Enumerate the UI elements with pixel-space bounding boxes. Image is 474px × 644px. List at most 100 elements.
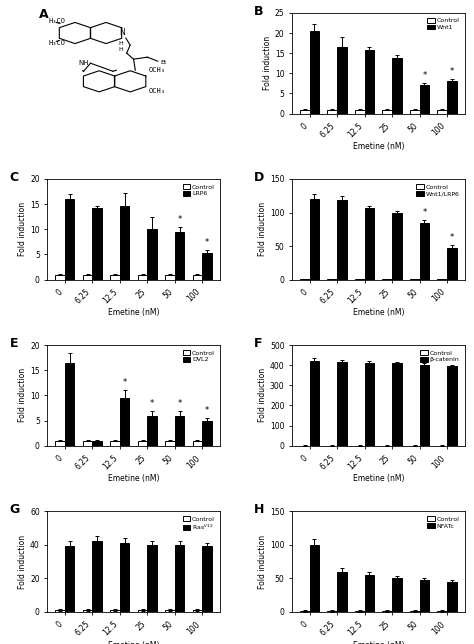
Bar: [120, 398, 129, 446]
Bar: [83, 274, 92, 279]
Legend: Control, LRP6: Control, LRP6: [181, 182, 217, 198]
Text: H₃CO: H₃CO: [48, 19, 65, 24]
Text: F: F: [254, 337, 263, 350]
Text: H: H: [118, 47, 123, 52]
Bar: [365, 575, 374, 612]
Text: OCH₃: OCH₃: [148, 88, 165, 95]
Bar: [310, 361, 319, 446]
Bar: [392, 213, 401, 279]
Text: OCH₃: OCH₃: [148, 67, 165, 73]
Y-axis label: Fold induction: Fold induction: [18, 368, 27, 422]
Bar: [410, 611, 419, 612]
Legend: Control, DVL2: Control, DVL2: [181, 348, 217, 365]
Bar: [328, 109, 337, 113]
Bar: [55, 440, 65, 446]
Text: *: *: [122, 378, 127, 387]
Bar: [438, 109, 447, 113]
Y-axis label: Fold induction: Fold induction: [263, 36, 272, 90]
Text: NH: NH: [78, 60, 89, 66]
Bar: [392, 363, 401, 446]
Bar: [175, 545, 184, 612]
Bar: [310, 199, 319, 279]
Bar: [147, 229, 157, 279]
Bar: [310, 545, 319, 612]
Bar: [355, 109, 365, 113]
Text: *: *: [205, 406, 209, 415]
Bar: [447, 248, 456, 279]
Bar: [365, 363, 374, 446]
Text: C: C: [9, 171, 18, 184]
Bar: [110, 610, 120, 612]
Bar: [83, 610, 92, 612]
Bar: [337, 571, 346, 612]
Bar: [337, 362, 346, 446]
Legend: Control, NFATc: Control, NFATc: [425, 515, 461, 531]
Bar: [120, 543, 129, 612]
Legend: Control, β-catenin: Control, β-catenin: [419, 348, 461, 365]
Bar: [300, 611, 310, 612]
Text: B: B: [254, 5, 264, 18]
Bar: [419, 223, 429, 279]
Bar: [447, 366, 456, 446]
Bar: [355, 611, 365, 612]
Text: D: D: [254, 171, 264, 184]
Text: *: *: [450, 232, 454, 242]
Y-axis label: Fold induction: Fold induction: [18, 202, 27, 256]
X-axis label: Emetine (nM): Emetine (nM): [353, 641, 404, 644]
Bar: [193, 274, 202, 279]
Text: *: *: [450, 67, 454, 76]
Y-axis label: Fold induction: Fold induction: [258, 202, 267, 256]
Bar: [392, 58, 401, 113]
Bar: [193, 610, 202, 612]
Bar: [447, 582, 456, 612]
Bar: [147, 415, 157, 446]
Bar: [337, 200, 346, 279]
Bar: [92, 542, 102, 612]
Bar: [65, 363, 74, 446]
Bar: [175, 415, 184, 446]
Bar: [147, 545, 157, 612]
Bar: [365, 50, 374, 113]
X-axis label: Emetine (nM): Emetine (nM): [108, 475, 159, 484]
Bar: [383, 109, 392, 113]
Text: N: N: [119, 28, 125, 37]
Bar: [419, 580, 429, 612]
Text: *: *: [150, 399, 154, 408]
Bar: [92, 440, 102, 446]
X-axis label: Emetine (nM): Emetine (nM): [353, 308, 404, 317]
X-axis label: Emetine (nM): Emetine (nM): [353, 475, 404, 484]
Text: Et: Et: [160, 60, 167, 64]
Bar: [419, 86, 429, 113]
X-axis label: Emetine (nM): Emetine (nM): [108, 308, 159, 317]
Y-axis label: Fold induction: Fold induction: [258, 368, 267, 422]
Text: *: *: [177, 399, 182, 408]
Text: *: *: [422, 208, 427, 217]
Bar: [110, 440, 120, 446]
Bar: [193, 440, 202, 446]
Text: *: *: [177, 214, 182, 223]
Bar: [300, 109, 310, 113]
Bar: [365, 209, 374, 279]
Bar: [138, 274, 147, 279]
Bar: [83, 440, 92, 446]
Text: E: E: [9, 337, 18, 350]
Y-axis label: Fold induction: Fold induction: [258, 535, 267, 589]
Y-axis label: Fold induction: Fold induction: [18, 535, 27, 589]
Text: A: A: [39, 8, 48, 21]
Bar: [419, 365, 429, 446]
Bar: [310, 31, 319, 113]
Bar: [202, 546, 212, 612]
Bar: [328, 611, 337, 612]
Bar: [447, 81, 456, 113]
Bar: [438, 611, 447, 612]
X-axis label: Emetine (nM): Emetine (nM): [108, 641, 159, 644]
Text: H: H: [118, 41, 123, 46]
Bar: [120, 205, 129, 279]
Bar: [165, 440, 175, 446]
Bar: [410, 109, 419, 113]
Legend: Control, Ras$^{V12}$: Control, Ras$^{V12}$: [181, 515, 217, 534]
Bar: [65, 546, 74, 612]
Legend: Control, Wnt1: Control, Wnt1: [425, 16, 461, 32]
Bar: [165, 610, 175, 612]
Bar: [92, 208, 102, 279]
